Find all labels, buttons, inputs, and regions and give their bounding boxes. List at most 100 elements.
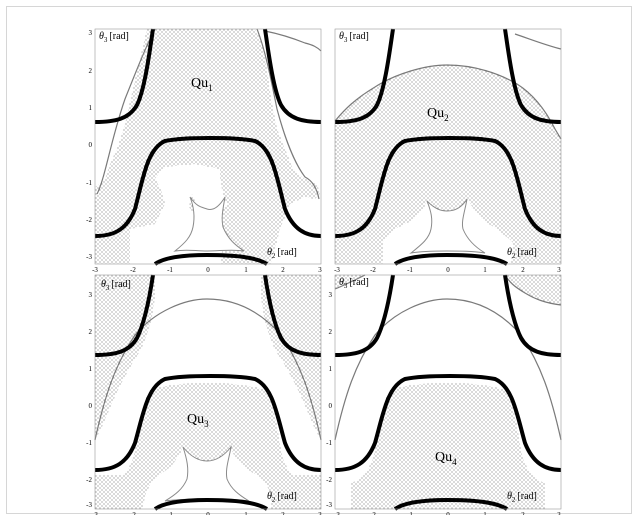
xtick-qu3-1: -2 xyxy=(130,511,136,515)
ytick-qu3-4: -1 xyxy=(86,439,92,447)
ytick-qu1-4: -1 xyxy=(86,179,92,187)
ylabel-qu4: θ3 [rad] xyxy=(339,277,369,290)
xtick-qu2-3: 0 xyxy=(446,266,450,274)
ytick-qu1-2: 1 xyxy=(89,104,93,112)
ytick-qu3-5: -2 xyxy=(86,476,92,484)
axes-box-qu2 xyxy=(334,28,562,265)
xtick-qu4-0: -3 xyxy=(334,511,340,515)
xtick-qu4-3: 0 xyxy=(446,511,450,515)
xtick-qu2-1: -2 xyxy=(370,266,376,274)
xticks-qu4: -3 -2 -1 0 1 2 3 xyxy=(334,511,561,519)
top-right-curve-qu4 xyxy=(504,274,562,306)
axes-box-qu3 xyxy=(94,274,322,510)
xtick-qu3-5: 2 xyxy=(281,511,285,515)
xlabel-qu2: θ2 [rad] xyxy=(507,247,537,260)
xtick-qu2-4: 1 xyxy=(483,266,487,274)
inner-star-qu1 xyxy=(173,196,245,252)
thick-curve-upper-left-qu3 xyxy=(94,274,155,357)
region-label-qu1: Qu1 xyxy=(191,76,213,93)
xtick-qu1-6: 3 xyxy=(318,266,322,274)
thick-curve-upper-left-qu2 xyxy=(334,28,395,124)
ytick-qu4-1: 2 xyxy=(329,328,333,336)
xtick-qu3-3: 0 xyxy=(206,511,210,515)
inner-star-qu3 xyxy=(164,445,250,502)
ylabel-qu2: θ3 [rad] xyxy=(339,31,369,44)
xticks-qu3: -3 -2 -1 0 1 2 3 xyxy=(92,511,322,519)
xtick-qu2-5: 2 xyxy=(521,266,525,274)
xtick-qu3-6: 3 xyxy=(318,511,322,515)
panel-qu2: Qu2 θ3 [rad] θ2 [rad] xyxy=(334,28,562,266)
top-right-curve-qu2 xyxy=(514,33,562,50)
thick-curve-upper-right-qu4 xyxy=(503,274,562,357)
xtick-qu4-2: -1 xyxy=(407,511,413,515)
xtick-qu3-0: -3 xyxy=(92,511,98,515)
region-label-qu3: Qu3 xyxy=(187,412,209,429)
ytick-qu3-3: 0 xyxy=(89,402,93,410)
xlabel-qu3: θ2 [rad] xyxy=(267,491,297,504)
yticks-qu3: 3 2 1 0 -1 -2 -3 xyxy=(86,291,92,509)
xtick-qu1-2: -1 xyxy=(167,266,173,274)
thick-curve-middle-qu4 xyxy=(334,374,562,472)
ytick-qu1-1: 2 xyxy=(89,67,93,75)
ytick-qu1-3: 0 xyxy=(89,141,93,149)
panel-qu4: Qu4 θ3 [rad] θ2 [rad] xyxy=(334,274,562,511)
xtick-qu4-1: -2 xyxy=(370,511,376,515)
yticks-qu1: 3 2 1 0 -1 -2 -3 xyxy=(86,29,92,261)
thick-curve-bottom-qu4 xyxy=(393,497,509,511)
thick-curve-bottom-qu2 xyxy=(393,252,509,266)
xticks-qu2: -3 -2 -1 0 1 2 3 xyxy=(334,266,561,274)
figure-frame: Qu1 θ3 [rad] θ2 [rad] -3 -2 -1 0 1 2 3 3 2… xyxy=(6,6,632,519)
boundary-curve-qu3 xyxy=(94,298,322,441)
xtick-qu2-6: 3 xyxy=(557,266,561,274)
thick-curve-middle-qu2 xyxy=(334,136,562,238)
xtick-qu1-1: -2 xyxy=(130,266,136,274)
boundary-curve-qu1 xyxy=(96,28,320,200)
region-qu4 xyxy=(335,275,561,509)
thick-curve-upper-right-qu1 xyxy=(263,28,322,124)
top-left-curve-qu4 xyxy=(334,274,366,290)
region-label-qu4: Qu4 xyxy=(435,450,457,467)
region-qu2 xyxy=(335,65,561,264)
ytick-qu3-6: -3 xyxy=(86,501,92,509)
xtick-qu2-2: -1 xyxy=(407,266,413,274)
xtick-qu1-5: 2 xyxy=(281,266,285,274)
yticks-qu4: 3 2 1 0 -1 -2 -3 xyxy=(326,291,332,509)
xtick-qu1-4: 1 xyxy=(244,266,248,274)
region-qu1 xyxy=(95,29,320,264)
panel-qu3: Qu3 θ3 [rad] θ2 [rad] xyxy=(94,274,322,511)
ytick-qu4-2: 1 xyxy=(329,365,333,373)
ytick-qu4-4: -1 xyxy=(326,439,332,447)
thick-curve-upper-right-qu3 xyxy=(263,274,322,357)
thick-curve-middle-qu1 xyxy=(94,136,322,238)
region-label-qu2: Qu2 xyxy=(427,106,449,123)
xlabel-qu4: θ2 [rad] xyxy=(507,491,537,504)
ylabel-qu1: θ3 [rad] xyxy=(99,31,129,44)
xtick-qu4-6: 3 xyxy=(557,511,561,515)
xlabel-qu1: θ2 [rad] xyxy=(267,247,297,260)
xticks-qu1: -3 -2 -1 0 1 2 3 xyxy=(92,266,322,274)
thick-curve-upper-left-qu1 xyxy=(94,28,155,124)
xtick-qu1-3: 0 xyxy=(206,266,210,274)
ylabel-qu3: θ3 [rad] xyxy=(101,279,131,292)
inner-star-qu2 xyxy=(409,198,486,254)
ytick-qu3-0: 3 xyxy=(89,291,93,299)
panel-qu1: Qu1 θ3 [rad] θ2 [rad] xyxy=(94,28,322,266)
ytick-qu3-1: 2 xyxy=(89,328,93,336)
thick-curve-middle-qu3 xyxy=(94,374,322,472)
xtick-qu2-0: -3 xyxy=(334,266,340,274)
figure-canvas: Qu1 θ3 [rad] θ2 [rad] -3 -2 -1 0 1 2 3 3 2… xyxy=(86,28,562,519)
xtick-qu4-4: 1 xyxy=(483,511,487,515)
ytick-qu3-2: 1 xyxy=(89,365,93,373)
thick-curve-bottom-qu1 xyxy=(153,252,269,266)
thick-curve-bottom-qu3 xyxy=(153,497,269,511)
top-right-curve-qu1 xyxy=(264,30,322,52)
ytick-qu1-5: -2 xyxy=(86,216,92,224)
xtick-qu3-2: -1 xyxy=(167,511,173,515)
xtick-qu1-0: -3 xyxy=(92,266,98,274)
xtick-qu4-5: 2 xyxy=(521,511,525,515)
ytick-qu4-6: -3 xyxy=(326,501,332,509)
axes-box-qu1 xyxy=(94,28,322,265)
boundary-curve-qu2 xyxy=(334,64,562,140)
xtick-qu3-4: 1 xyxy=(244,511,248,515)
ytick-qu1-0: 3 xyxy=(89,29,93,37)
